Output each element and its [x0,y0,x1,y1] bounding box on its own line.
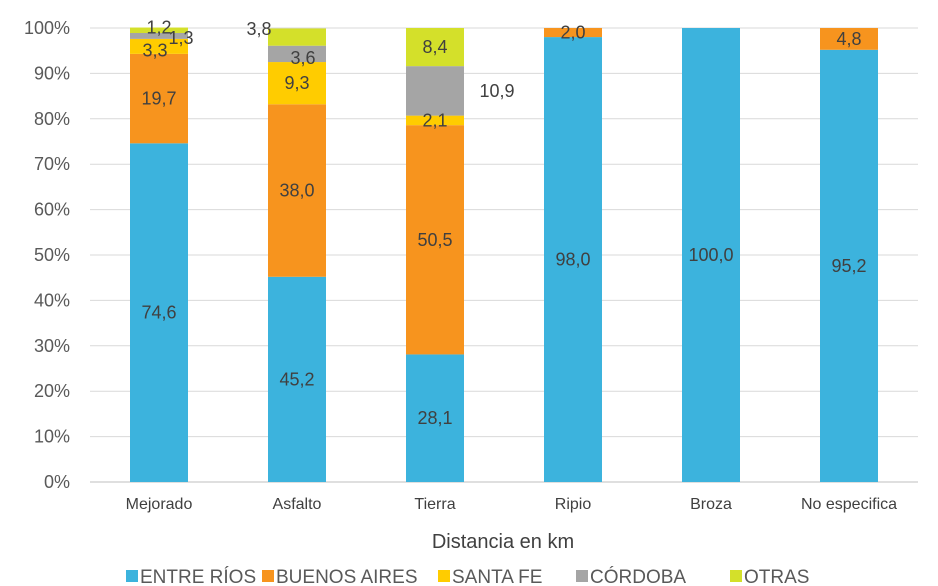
data-label: 3,3 [142,40,167,60]
y-tick-label: 60% [34,200,70,220]
legend-swatch [126,570,138,582]
data-label: 100,0 [688,245,733,265]
data-label: 10,9 [479,81,514,101]
bar-segment [130,32,188,39]
bar-segment [268,45,326,63]
bar-segment [268,62,326,105]
data-label: 9,3 [284,73,309,93]
data-label: 98,0 [555,250,590,270]
data-label: 3,8 [246,19,271,39]
x-category-label: Asfalto [273,496,322,513]
data-label: 95,2 [831,256,866,276]
x-axis-categories: Mejorado Asfalto Tierra Ripio Broza No especi… [126,496,897,513]
bar-segment [406,354,464,482]
data-label: 28,1 [417,408,452,428]
bar-segment [130,38,188,54]
data-label: 4,8 [836,29,861,49]
bar-segment [820,28,878,50]
bar-segment [406,28,464,67]
bar-segment [406,125,464,355]
y-tick-label: 10% [34,427,70,447]
x-axis-title: Distancia en km [432,531,574,553]
data-label: 2,1 [422,110,447,130]
x-category-label: No especifica [801,496,897,513]
gridlines [90,27,918,483]
legend: ENTRE RÍOS BUENOS AIRES SANTA FE CÓRDOBA OTR… [126,566,809,586]
data-label: 74,6 [141,303,176,323]
legend-swatch [730,570,742,582]
y-tick-label: 40% [34,290,70,310]
y-tick-label: 30% [34,336,70,356]
bar-segment [268,104,326,277]
legend-label: SANTA FE [452,567,542,586]
legend-swatch [576,570,588,582]
y-tick-label: 80% [34,109,70,129]
data-label: 38,0 [279,181,314,201]
data-label: 19,7 [141,89,176,109]
y-tick-label: 0% [44,472,70,492]
legend-label: CÓRDOBA [590,566,686,586]
data-labels: 74,6 19,7 3,31,31,2 45,2 38,0 9,3 3,6 3,8 28,1 50… [141,17,866,428]
y-tick-label: 70% [34,154,70,174]
bar-segment [406,115,464,126]
bar-segment [544,28,602,38]
bar-segment [820,49,878,483]
data-label: 8,4 [422,37,447,57]
legend-swatch [262,570,274,582]
y-axis-ticks: 0% 10% 20% 30% 40% 50% 60% 70% 80% 90% 100% [24,18,70,492]
legend-label: OTRAS [744,567,809,586]
bars [130,27,878,483]
x-category-label: Ripio [555,496,592,513]
data-label: 45,2 [279,369,314,389]
y-tick-label: 100% [24,18,70,38]
bar-segment [406,66,464,116]
y-tick-label: 90% [34,63,70,83]
y-tick-label: 50% [34,245,70,265]
bar-segment [130,27,188,33]
bar-segment [544,37,602,483]
data-label: 2,0 [560,23,585,43]
y-tick-label: 20% [34,381,70,401]
bar-segment [130,53,188,144]
legend-swatch [438,570,450,582]
bar-segment [682,28,740,482]
x-category-label: Mejorado [126,496,193,513]
bar-segment [130,143,188,483]
data-label: 50,5 [417,230,452,250]
x-category-label: Tierra [414,496,455,513]
x-category-label: Broza [690,496,732,513]
legend-label: BUENOS AIRES [276,567,418,586]
legend-label: ENTRE RÍOS [140,567,256,586]
bar-segment [268,276,326,482]
bar-segment [268,28,326,46]
data-label: 1,3 [168,28,193,48]
data-label: 3,6 [290,48,315,68]
data-label: 1,2 [146,17,171,37]
